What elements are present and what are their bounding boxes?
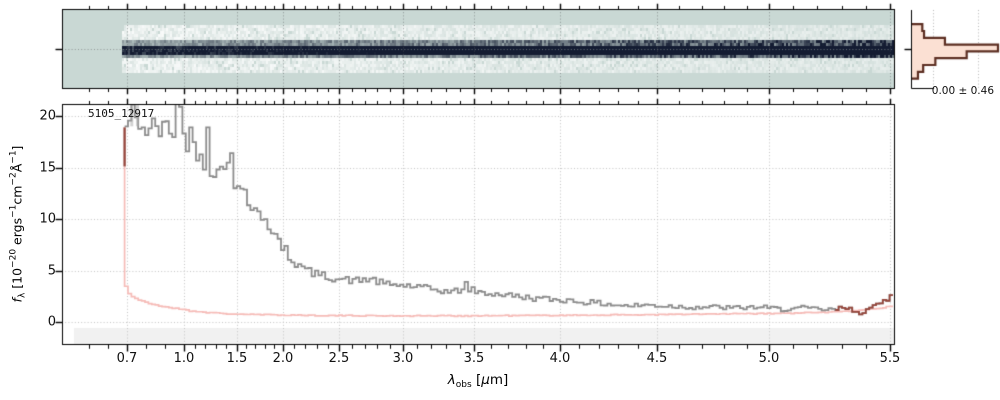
axis-label-segment: λ bbox=[17, 292, 28, 299]
axis-label-segment: obs bbox=[455, 380, 472, 390]
x-tick-label: 2.0 bbox=[272, 351, 294, 366]
axis-label-segment: −20 bbox=[8, 248, 19, 268]
x-tick-label: 4.5 bbox=[646, 351, 668, 366]
x-axis-label: λobs [μm] bbox=[448, 372, 509, 390]
x-tick-label: 1.0 bbox=[173, 351, 195, 366]
x-tick-label: 3.5 bbox=[463, 351, 485, 366]
axis-label-segment: −1 bbox=[8, 204, 19, 218]
axis-label-segment: −1 bbox=[8, 150, 19, 164]
axis-label-segment: [ bbox=[471, 372, 482, 388]
x-tick-label: 1.5 bbox=[226, 351, 248, 366]
axis-label-segment: f bbox=[9, 298, 25, 303]
axis-label-segment: −2 bbox=[8, 172, 19, 186]
y-tick-label: 10 bbox=[39, 211, 56, 227]
x-tick-label: 2.5 bbox=[328, 351, 350, 366]
axis-label-segment: cm bbox=[9, 185, 25, 205]
x-tick-label: 4.0 bbox=[549, 351, 571, 366]
y-tick-label: 20 bbox=[39, 108, 56, 124]
x-tick-label: 0.7 bbox=[116, 351, 138, 366]
x-tick-label: 3.0 bbox=[392, 351, 414, 366]
histogram-stats-label: 0.00 ± 0.46 bbox=[931, 85, 994, 97]
x-tick-label: 5.5 bbox=[879, 351, 901, 366]
axis-label-segment: m] bbox=[489, 372, 509, 388]
axis-label-segment: λ bbox=[447, 372, 456, 388]
x-tick-label: 5.0 bbox=[758, 351, 780, 366]
y-tick-label: 0 bbox=[47, 314, 56, 330]
axis-label-segment: μ bbox=[481, 372, 490, 388]
axis-label-segment: ] bbox=[9, 145, 25, 151]
y-tick-label: 15 bbox=[39, 160, 56, 175]
source-id-label: 5105_12917 bbox=[88, 107, 155, 120]
y-tick-label: 5 bbox=[47, 263, 56, 278]
